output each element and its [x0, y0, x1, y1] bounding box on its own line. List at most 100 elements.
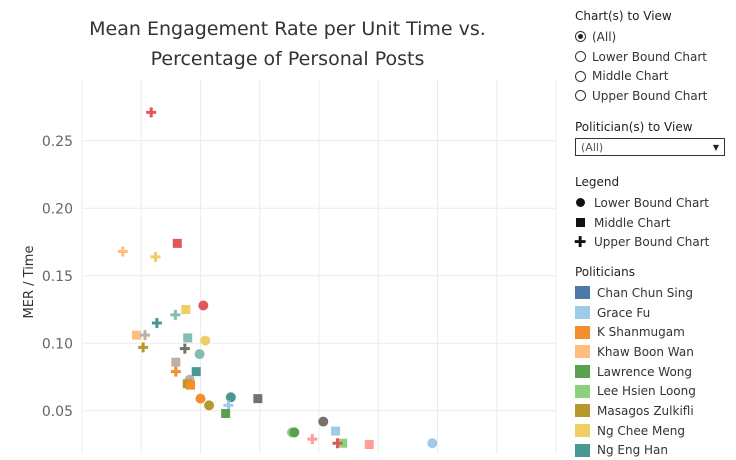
data-point-circle[interactable] — [427, 438, 437, 448]
data-point-cross[interactable] — [180, 344, 190, 354]
data-point-square[interactable] — [171, 358, 180, 367]
legend-item: ✚ Upper Bound Chart — [575, 232, 709, 252]
data-point-square[interactable] — [331, 427, 340, 436]
data-point-cross[interactable] — [150, 252, 160, 262]
politician-legend-item[interactable]: Chan Chun Sing — [575, 283, 696, 303]
grid-lines — [82, 80, 556, 454]
chart-view-option[interactable]: Upper Bound Chart — [575, 86, 707, 106]
chart-title: Mean Engagement Rate per Unit Time vs. P… — [60, 14, 515, 74]
politician-list: Chan Chun Sing Grace Fu K Shanmugam Khaw Bo… — [575, 283, 696, 460]
politicians-title: Politicians — [575, 265, 696, 279]
data-point-square[interactable] — [181, 305, 190, 314]
data-point-circle[interactable] — [289, 427, 299, 437]
legend-item: Lower Bound Chart — [575, 193, 709, 213]
politician-name: Chan Chun Sing — [597, 286, 693, 300]
politician-legend-item[interactable]: K Shanmugam — [575, 322, 696, 342]
data-point-square[interactable] — [253, 394, 262, 403]
color-swatch — [575, 326, 590, 339]
chart-view-option[interactable]: (All) — [575, 27, 707, 47]
data-point-square[interactable] — [132, 331, 141, 340]
politician-legend-item[interactable]: Ng Chee Meng — [575, 421, 696, 441]
cross-icon: ✚ — [575, 237, 585, 247]
politician-select[interactable]: (All) ▼ — [575, 138, 725, 156]
data-point-square[interactable] — [186, 381, 195, 390]
y-axis-ticks: 0.25 0.20 0.15 0.10 0.05 — [42, 134, 73, 420]
data-point-circle[interactable] — [318, 417, 328, 427]
legend-item: Middle Chart — [575, 213, 709, 233]
data-point-cross[interactable] — [170, 310, 180, 320]
color-swatch — [575, 444, 590, 457]
radio-icon[interactable] — [575, 71, 586, 82]
chart-view-option-label: Lower Bound Chart — [592, 50, 707, 64]
data-point-square[interactable] — [221, 409, 230, 418]
politician-name: Masagos Zulkifli — [597, 404, 694, 418]
politician-name: Ng Eng Han — [597, 443, 668, 457]
data-point-cross[interactable] — [118, 246, 128, 256]
politician-name: Grace Fu — [597, 306, 650, 320]
data-point-cross[interactable] — [152, 318, 162, 328]
color-swatch — [575, 365, 590, 378]
color-swatch — [575, 385, 590, 398]
chart-view-filter: Chart(s) to View (All) Lower Bound Chart M… — [575, 9, 707, 106]
legend-item-label: Lower Bound Chart — [594, 196, 709, 210]
politician-view-title: Politician(s) to View — [575, 120, 725, 134]
politician-legend-item[interactable]: Lee Hsien Loong — [575, 381, 696, 401]
color-swatch — [575, 424, 590, 437]
data-point-circle[interactable] — [200, 336, 210, 346]
politician-name: K Shanmugam — [597, 325, 685, 339]
politician-legend-item[interactable]: Ng Eng Han — [575, 441, 696, 460]
radio-icon[interactable] — [575, 90, 586, 101]
politicians-legend: Politicians Chan Chun Sing Grace Fu K Shan… — [575, 265, 696, 460]
color-swatch — [575, 345, 590, 358]
data-point-cross[interactable] — [171, 367, 181, 377]
color-swatch — [575, 404, 590, 417]
chart-view-option-label: Upper Bound Chart — [592, 89, 707, 103]
data-point-cross[interactable] — [307, 434, 317, 444]
y-tick-label: 0.15 — [42, 269, 73, 285]
y-axis-label: MER / Time — [22, 246, 37, 319]
data-point-circle[interactable] — [198, 300, 208, 310]
data-point-square[interactable] — [183, 333, 192, 342]
politician-legend-item[interactable]: Masagos Zulkifli — [575, 401, 696, 421]
data-point-square[interactable] — [365, 440, 374, 449]
chart-view-option-label: Middle Chart — [592, 69, 668, 83]
circle-icon — [575, 198, 585, 208]
color-swatch — [575, 306, 590, 319]
radio-icon[interactable] — [575, 51, 586, 62]
data-point-cross[interactable] — [146, 107, 156, 117]
chevron-down-icon: ▼ — [713, 143, 719, 152]
data-point-square[interactable] — [173, 239, 182, 248]
data-point-circle[interactable] — [204, 400, 214, 410]
chart-view-radio-group: (All) Lower Bound Chart Middle Chart Upper … — [575, 27, 707, 106]
color-swatch — [575, 286, 590, 299]
radio-checked-icon[interactable] — [575, 31, 586, 42]
chart-view-option[interactable]: Middle Chart — [575, 66, 707, 86]
data-point-square[interactable] — [192, 367, 201, 376]
y-tick-label: 0.05 — [42, 404, 73, 420]
legend-list: Lower Bound Chart Middle Chart ✚ Upper Boun… — [575, 193, 709, 252]
politician-name: Ng Chee Meng — [597, 424, 685, 438]
data-point-circle[interactable] — [196, 394, 206, 404]
legend-title: Legend — [575, 175, 709, 189]
y-tick-label: 0.25 — [42, 134, 73, 150]
legend: Legend Lower Bound Chart Middle Chart ✚ Upp… — [575, 175, 709, 252]
control-panel: Chart(s) to View (All) Lower Bound Chart M… — [575, 0, 736, 454]
chart-title-line-2: Percentage of Personal Posts — [60, 44, 515, 74]
politician-name: Lawrence Wong — [597, 365, 692, 379]
politician-legend-item[interactable]: Lawrence Wong — [575, 362, 696, 382]
politician-name: Lee Hsien Loong — [597, 384, 696, 398]
chart-area: 0.25 0.20 0.15 0.10 0.05 MER / Time Mean Eng… — [0, 0, 560, 454]
chart-view-title: Chart(s) to View — [575, 9, 707, 23]
y-tick-label: 0.10 — [42, 336, 73, 352]
y-tick-label: 0.20 — [42, 201, 73, 217]
data-point-circle[interactable] — [195, 349, 205, 359]
legend-item-label: Upper Bound Chart — [594, 235, 709, 249]
politician-name: Khaw Boon Wan — [597, 345, 694, 359]
politician-legend-item[interactable]: Grace Fu — [575, 303, 696, 323]
data-point-cross[interactable] — [138, 342, 148, 352]
legend-item-label: Middle Chart — [594, 216, 670, 230]
chart-view-option[interactable]: Lower Bound Chart — [575, 47, 707, 67]
chart-title-line-1: Mean Engagement Rate per Unit Time vs. — [60, 14, 515, 44]
data-points — [118, 107, 438, 449]
politician-legend-item[interactable]: Khaw Boon Wan — [575, 342, 696, 362]
